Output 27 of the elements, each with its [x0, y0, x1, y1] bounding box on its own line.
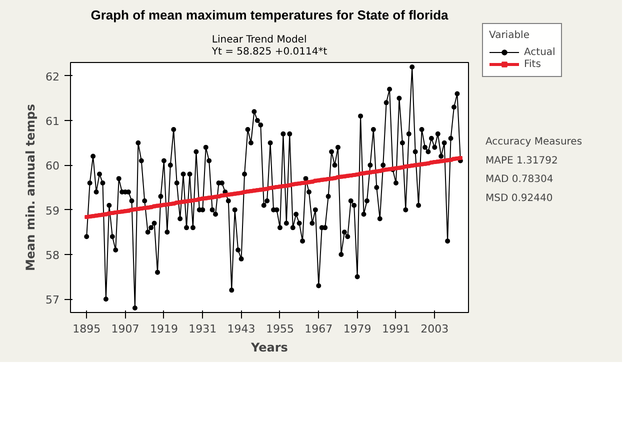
- chart-title: Graph of mean maximum temperatures for State of florida: [90, 8, 450, 22]
- x-tick-label: 1979: [343, 322, 372, 336]
- y-tick-label: 59: [46, 204, 60, 218]
- y-tick-label: 61: [46, 115, 60, 128]
- y-axis-title: Mean min. annual temps: [24, 104, 38, 272]
- chart-subtitle: Linear Trend Model Yt = 58.825 +0.0114*t: [210, 34, 328, 58]
- text: MSD 0.92440: [486, 192, 553, 204]
- x-tick-label: 1991: [382, 322, 410, 336]
- x-tick-label: 1955: [266, 322, 294, 336]
- legend-label: Fits: [524, 58, 542, 70]
- x-tick-label: 1895: [72, 322, 101, 336]
- y-tick-label: 60: [46, 160, 60, 173]
- x-tick-label: 1943: [227, 322, 256, 336]
- y-tick-label: 62: [46, 70, 60, 84]
- legend-title: Variable: [489, 30, 530, 42]
- text: MAPE 1.31792: [486, 155, 558, 166]
- x-tick-label: 1919: [150, 322, 178, 336]
- legend-label: Actual: [524, 46, 556, 58]
- text: Accuracy Measures: [486, 136, 582, 148]
- x-tick-label: 1931: [188, 322, 217, 336]
- y-tick-label: 58: [46, 248, 60, 262]
- x-tick-label: 1907: [111, 322, 140, 336]
- text: MAD 0.78304: [486, 174, 554, 185]
- x-tick-label: 1967: [304, 322, 333, 336]
- x-tick-label: 2003: [420, 322, 449, 336]
- y-tick-label: 57: [46, 294, 60, 307]
- x-axis-title: Years: [250, 340, 288, 354]
